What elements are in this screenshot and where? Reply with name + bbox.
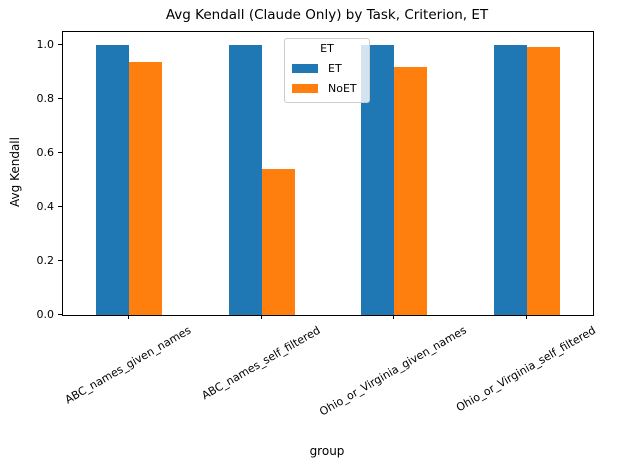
y-tick-mark xyxy=(58,314,62,315)
x-tick-mark xyxy=(260,315,262,319)
y-tick-mark xyxy=(58,44,62,46)
legend-title: ET xyxy=(320,42,334,55)
y-tick-label: 0.0 xyxy=(36,307,55,321)
legend-item-label: ET xyxy=(328,62,342,75)
bar-noet-1 xyxy=(261,169,295,315)
x-tick-label: Ohio_or_Virginia_given_names xyxy=(317,323,469,419)
legend-swatch-noet-icon xyxy=(292,84,318,93)
bar-et-3 xyxy=(493,45,527,315)
bar-noet-3 xyxy=(526,46,560,315)
x-axis-label: group xyxy=(309,444,345,458)
y-tick-mark xyxy=(58,260,62,262)
chart-title: Avg Kendall (Claude Only) by Task, Crite… xyxy=(165,7,489,23)
y-tick-label: 0.8 xyxy=(36,91,55,105)
y-tick-label: 0.6 xyxy=(36,145,55,159)
legend-swatch-et-icon xyxy=(292,64,318,73)
y-tick-mark xyxy=(58,206,62,208)
legend-item-noet: NoET xyxy=(292,82,362,95)
y-tick-mark xyxy=(58,98,62,100)
x-tick-label: ABC_names_given_names xyxy=(62,323,194,407)
y-tick-mark xyxy=(58,152,62,154)
legend: ET ET NoET xyxy=(284,38,370,103)
y-tick-label: 1.0 xyxy=(36,37,55,51)
x-tick-label: ABC_names_self_filtered xyxy=(199,323,323,403)
legend-item-label: NoET xyxy=(328,82,357,95)
y-tick-label: 0.4 xyxy=(36,199,55,213)
legend-item-et: ET xyxy=(292,62,362,75)
bar-et-1 xyxy=(228,45,262,315)
x-tick-label: Ohio_or_Virginia_self_filtered xyxy=(453,323,598,415)
bar-et-0 xyxy=(96,45,130,315)
x-tick-mark xyxy=(525,315,527,319)
y-tick-label: 0.2 xyxy=(36,253,55,267)
legend-items: ET NoET xyxy=(292,62,362,95)
x-tick-mark xyxy=(128,315,130,319)
bar-noet-2 xyxy=(394,67,428,315)
bar-noet-0 xyxy=(129,61,163,315)
x-tick-mark xyxy=(393,315,395,319)
